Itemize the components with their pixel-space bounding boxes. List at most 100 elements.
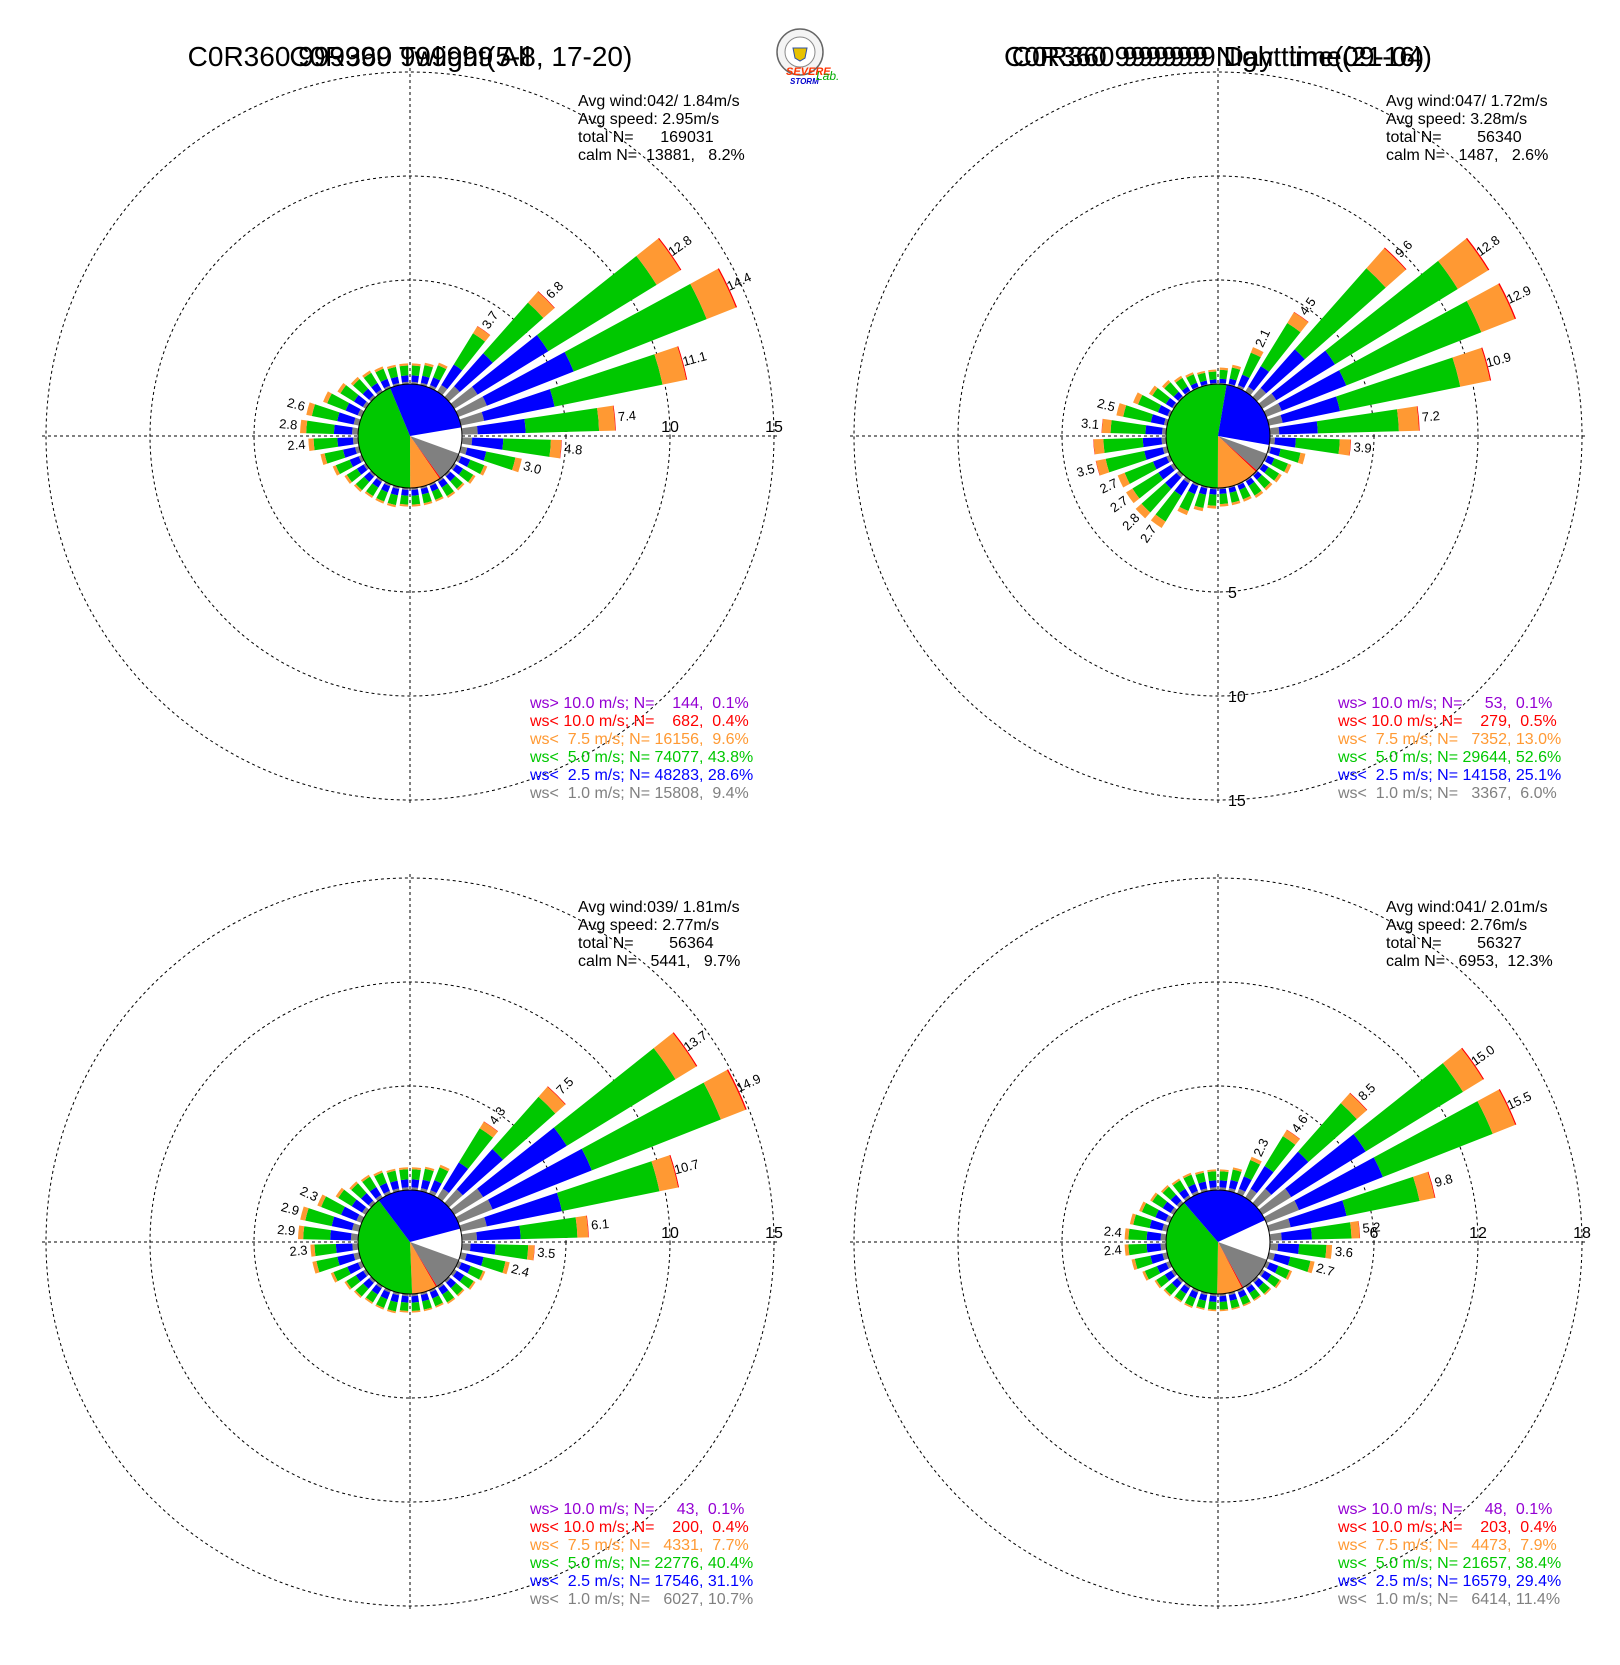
petal-segment <box>1252 1276 1259 1283</box>
petal-segment <box>386 1170 398 1183</box>
petal-segment <box>1176 470 1184 478</box>
petal-segment <box>1353 1063 1463 1152</box>
petal-125 <box>1258 463 1282 483</box>
petal-segment <box>1282 1129 1300 1145</box>
petal-segment <box>1185 372 1194 378</box>
petal-105 <box>459 446 522 473</box>
stats-line: calm N= 1487, 2.6% <box>1386 147 1548 164</box>
petal-segment <box>1173 391 1183 401</box>
petal-segment <box>1228 378 1237 386</box>
petal-segment <box>305 1208 335 1227</box>
petal-335 <box>1182 1172 1199 1197</box>
petal-segment <box>1093 439 1095 455</box>
petal-label: 4.6 <box>1288 1112 1311 1135</box>
petal-segment <box>1165 397 1176 408</box>
petal-segment <box>1339 300 1482 386</box>
petal-label: 14.9 <box>734 1071 763 1095</box>
petal-115 <box>455 1261 486 1281</box>
petal-segment <box>1231 364 1242 370</box>
stats-line: calm N= 13881, 8.2% <box>578 147 745 164</box>
petal-segment <box>433 365 447 381</box>
petal-segment <box>411 1310 421 1313</box>
petal-segment <box>1183 476 1191 484</box>
petal-segment <box>1170 1207 1178 1215</box>
petal-segment <box>1144 1266 1161 1280</box>
petal-label: 3.1 <box>1080 415 1099 432</box>
petal-segment <box>372 478 382 488</box>
petal-segment <box>379 1182 390 1194</box>
petal-segment <box>481 1256 506 1273</box>
petal-label: 2.3 <box>289 1242 308 1259</box>
petal-segment <box>1416 406 1420 431</box>
petal-segment <box>1229 367 1241 381</box>
petal-segment <box>1124 1228 1130 1240</box>
petal-segment <box>341 1206 360 1221</box>
petal-segment <box>1126 488 1140 504</box>
petal-segment <box>1240 1294 1251 1305</box>
petal-315 <box>350 376 376 402</box>
petal-label: 3.9 <box>1353 439 1372 456</box>
petal-segment <box>369 1276 376 1283</box>
petal-segment <box>1219 1295 1227 1303</box>
petal-segment <box>437 1188 449 1202</box>
petal-135 <box>444 470 465 491</box>
petal-15 <box>420 362 434 387</box>
petal-segment <box>1134 1255 1153 1269</box>
petal-label: 2.9 <box>277 1222 296 1239</box>
petal-segment <box>487 1148 592 1210</box>
petal-segment <box>1219 378 1227 384</box>
petal-segment <box>1152 1194 1168 1209</box>
petal-355 <box>1207 1169 1217 1191</box>
petal-label: 2.7 <box>1097 475 1120 496</box>
petal-segment <box>1269 426 1280 435</box>
petal-segment <box>1232 1167 1243 1172</box>
petal-segment <box>464 1253 484 1266</box>
petal-65 <box>455 268 738 417</box>
petal-segment <box>472 335 549 395</box>
petal-segment <box>480 465 488 476</box>
petal-segment <box>1325 260 1458 365</box>
petal-segment <box>1256 474 1271 489</box>
petal-segment <box>355 476 370 491</box>
petal-segment <box>457 1289 465 1297</box>
petal-355 <box>399 363 409 385</box>
petal-segment <box>524 408 600 433</box>
petal-segment <box>1184 1295 1196 1307</box>
petal-segment <box>1194 492 1207 509</box>
petal-segment <box>1373 1101 1493 1178</box>
petal-segment <box>368 394 376 402</box>
petal-segment <box>1342 1176 1420 1216</box>
petal-segment <box>1384 247 1407 270</box>
petal-segment <box>399 363 409 367</box>
wind-rose-panel-1: C0R360 999999 All510153.76.812.814.411.1… <box>42 41 783 804</box>
petal-segment <box>311 404 340 422</box>
petal-segment <box>438 478 448 488</box>
petal-255 <box>320 446 361 465</box>
petal-segment <box>1173 1296 1182 1303</box>
petal-label: 2.5 <box>1096 395 1117 414</box>
petal-segment <box>1267 415 1283 426</box>
petal-245 <box>332 455 365 476</box>
petal-85 <box>1269 1220 1361 1241</box>
petal-45 <box>444 291 555 402</box>
petal-85 <box>461 1215 589 1241</box>
petal-segment <box>494 1244 529 1260</box>
petal-label: 2.8 <box>1119 510 1142 533</box>
legend-entry: ws< 5.0 m/s; N= 21657, 38.4% <box>1337 1555 1561 1572</box>
petal-segment <box>376 389 383 396</box>
petal-5 <box>411 363 421 385</box>
petal-segment <box>376 1282 383 1289</box>
stats-line: Avg speed: 2.76m/s <box>1386 917 1527 934</box>
petal-segment <box>1242 1301 1252 1307</box>
petal-275 <box>300 419 359 435</box>
speed-pie <box>1165 1189 1271 1295</box>
petal-145 <box>1245 1282 1262 1302</box>
legend-entry: ws< 7.5 m/s; N= 16156, 9.6% <box>529 731 749 748</box>
petal-295 <box>323 391 365 417</box>
petal-275 <box>1124 1228 1167 1241</box>
petal-135 <box>1252 470 1273 491</box>
petal-segment <box>1267 446 1272 454</box>
petal-segment <box>1258 1282 1270 1294</box>
petal-segment <box>1231 1306 1240 1310</box>
petal-segment <box>461 425 478 435</box>
